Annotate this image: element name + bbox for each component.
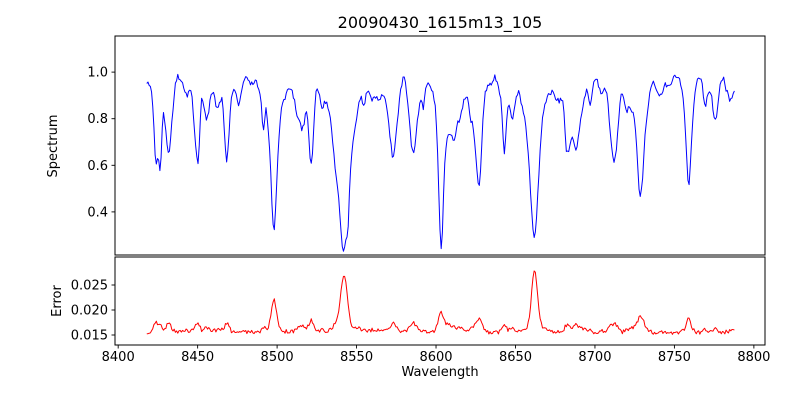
y-tick-label: 0.025	[71, 279, 108, 294]
y-tick-label: 0.015	[71, 329, 108, 344]
x-tick-label: 8500	[261, 350, 294, 365]
error-y-axis-label: Error	[50, 285, 65, 317]
x-tick-label: 8750	[658, 350, 691, 365]
y-tick-label: 0.4	[87, 205, 108, 220]
y-tick-label: 1.0	[87, 66, 108, 81]
spectrum-axes-frame	[114, 35, 766, 256]
spectrum-line	[146, 73, 735, 252]
error-line	[146, 270, 735, 335]
plot-area: 0.4 0.6 0.8 1.0 0.015 0.020 0.025 8400 8450 8500 8…	[71, 35, 770, 365]
x-tick-label: 8700	[578, 350, 611, 365]
spectrum-y-axis-label: Spectrum	[46, 115, 61, 178]
x-tick-label: 8800	[737, 350, 770, 365]
x-axis-label: Wavelength	[401, 365, 478, 380]
y-tick-label: 0.8	[87, 112, 108, 127]
x-tick-label: 8650	[499, 350, 532, 365]
x-tick-label: 8600	[419, 350, 452, 365]
y-tick-label: 0.020	[71, 304, 108, 319]
x-tick-label: 8400	[102, 350, 135, 365]
x-tick-label: 8450	[181, 350, 214, 365]
x-tick-label: 8550	[340, 350, 373, 365]
y-tick-label: 0.6	[87, 159, 108, 174]
chart-title: 20090430_1615m13_105	[338, 13, 543, 33]
error-axes-frame	[114, 256, 766, 346]
